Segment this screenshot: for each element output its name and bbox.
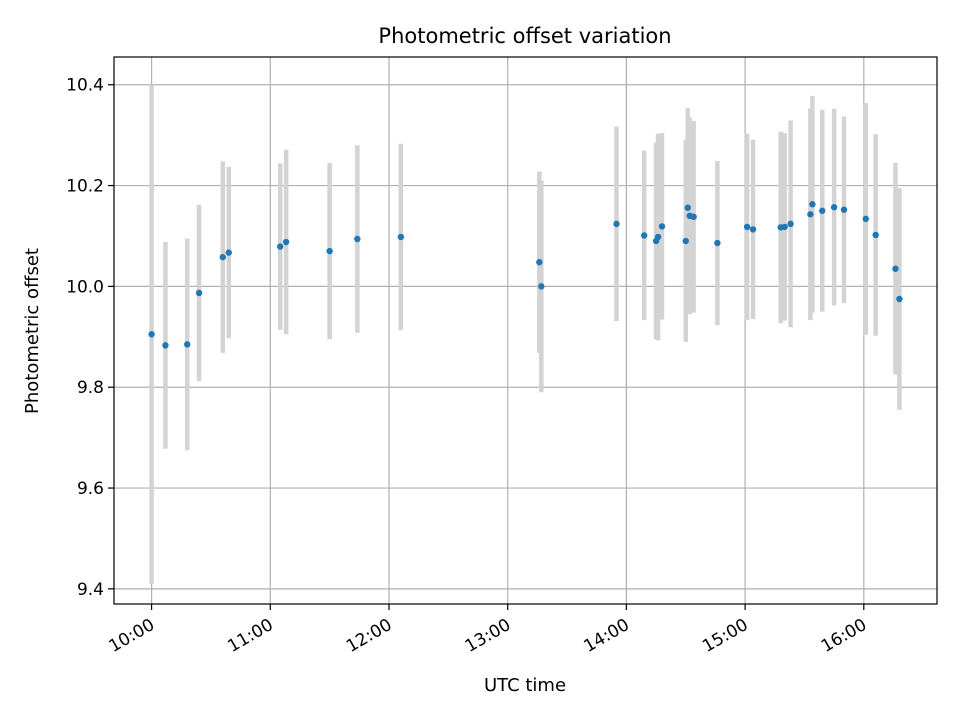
x-tick-label: 14:00 (580, 615, 632, 657)
data-point (743, 223, 751, 231)
data-point (896, 295, 903, 303)
data-point (840, 206, 848, 213)
plot-frame (113, 56, 938, 605)
y-tick-label: 10.2 (66, 177, 104, 197)
data-point (819, 207, 826, 214)
data-point (714, 239, 721, 247)
data-point (830, 204, 838, 211)
data-point (536, 258, 543, 266)
y-tick-label: 10.0 (66, 277, 104, 297)
data-point (225, 249, 232, 256)
data-point (282, 238, 290, 246)
data-point (787, 220, 794, 228)
point-layer (148, 201, 903, 349)
x-tick-label: 13:00 (462, 615, 514, 657)
data-point (892, 265, 899, 272)
x-tick-label: 16:00 (818, 615, 870, 657)
x-tick-label: 12:00 (343, 615, 395, 657)
data-point (807, 211, 814, 218)
data-point (354, 235, 361, 243)
data-point (195, 289, 203, 297)
data-point (781, 223, 788, 231)
errorbar-layer (149, 84, 902, 584)
data-point (682, 237, 689, 245)
y-tick-label: 10.4 (66, 76, 104, 96)
data-point (326, 247, 333, 255)
chart-title: Photometric offset variation (378, 24, 671, 48)
y-axis-ticks: 9.4 9.6 9.8 10.0 10.2 10.4 (66, 76, 114, 600)
data-point (183, 341, 191, 348)
data-point (538, 283, 545, 290)
y-axis-title: Photometric offset (22, 248, 43, 414)
y-tick-label: 9.6 (77, 479, 104, 499)
x-axis-title: UTC time (484, 675, 566, 696)
data-point (397, 233, 405, 241)
data-point (684, 204, 691, 211)
data-point (148, 331, 155, 338)
data-point (276, 243, 284, 250)
data-point (690, 213, 697, 221)
data-point (658, 223, 666, 230)
y-tick-label: 9.8 (77, 378, 104, 398)
data-point (162, 342, 169, 349)
data-point (862, 215, 869, 223)
data-point (749, 226, 757, 233)
y-tick-label: 9.4 (77, 580, 104, 600)
x-tick-label: 15:00 (699, 615, 751, 657)
data-point (641, 232, 648, 239)
data-point (219, 253, 227, 261)
data-point (809, 201, 816, 208)
data-point (872, 231, 879, 239)
x-tick-label: 10:00 (106, 615, 158, 657)
x-tick-label: 11:00 (224, 615, 276, 657)
data-point (654, 233, 662, 241)
x-axis-ticks: 10:00 11:00 12:00 13:00 14:00 15:00 16:00 (106, 604, 870, 657)
data-point (613, 220, 620, 228)
